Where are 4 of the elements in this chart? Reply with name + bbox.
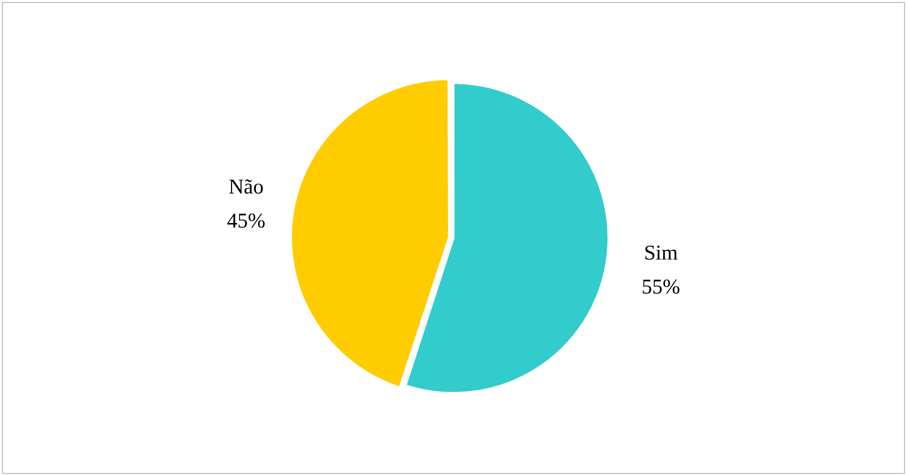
slice-label: Sim (644, 240, 678, 264)
data-label: 45% (226, 208, 266, 233)
data-label: 55% (642, 274, 680, 298)
slice-label: Não (228, 174, 264, 199)
